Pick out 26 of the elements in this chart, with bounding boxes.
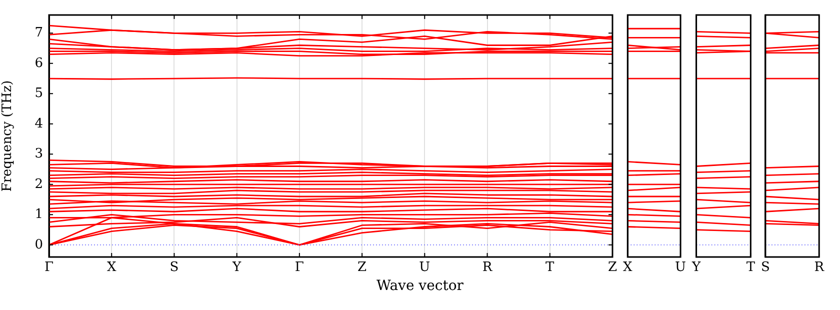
x-tick-label: Y: [690, 260, 701, 276]
y-tick-label: 1: [34, 207, 43, 222]
y-axis-title: Frequency (THz): [0, 80, 16, 192]
x-tick-label: R: [814, 260, 826, 276]
x-tick-label: T: [746, 260, 756, 276]
x-tick-label: Γ: [44, 260, 54, 276]
x-tick-label: U: [675, 260, 686, 276]
x-tick-label: R: [482, 260, 494, 276]
x-tick-label: U: [419, 260, 430, 276]
x-tick-label: Z: [608, 260, 618, 276]
y-tick-label: 6: [34, 56, 43, 71]
x-tick-label: Y: [232, 260, 242, 276]
x-tick-label: S: [761, 260, 770, 276]
y-tick-label: 3: [34, 146, 43, 162]
y-tick-label: 2: [34, 176, 43, 192]
x-tick-label: Z: [358, 260, 367, 276]
y-tick-label: 5: [34, 86, 43, 102]
y-tick-label: 0: [34, 237, 43, 252]
y-tick-label: 7: [34, 26, 43, 41]
x-tick-label: T: [546, 260, 555, 276]
x-axis-title: Wave vector: [376, 278, 464, 294]
x-tick-label: X: [622, 260, 633, 276]
y-tick-label: 4: [34, 116, 43, 132]
x-tick-label: S: [170, 260, 179, 276]
x-tick-label: Γ: [294, 260, 304, 276]
x-tick-label: X: [106, 260, 117, 276]
